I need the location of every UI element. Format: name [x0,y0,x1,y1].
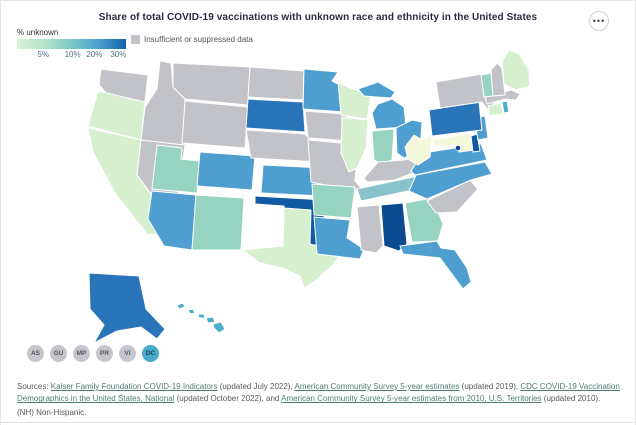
legend-tick: 10% [64,50,81,59]
state-AL[interactable] [380,202,408,252]
state-LA[interactable] [313,216,365,260]
legend-tick: 30% [110,50,127,59]
state-NM[interactable] [191,194,245,251]
source-text-segment: Sources: [17,382,51,391]
state-AR[interactable] [311,183,356,219]
state-HI[interactable] [176,302,226,334]
state-AZ[interactable] [147,190,197,251]
page-title: Share of total COVID-19 vaccinations wit… [98,12,538,23]
sources-text: Sources: Kaiser Family Foundation COVID-… [17,381,621,406]
insufficient-data-swatch [131,35,140,44]
ellipsis-menu-button[interactable]: ••• [589,11,609,31]
state-DC-dot[interactable] [455,145,461,151]
ellipsis-icon: ••• [592,15,606,26]
state-WI[interactable] [337,81,372,120]
insufficient-data-label: Insufficient or suppressed data [144,35,253,44]
state-ND[interactable] [247,66,305,101]
state-MS[interactable] [356,204,384,254]
source-text-segment: (updated October 2022), and [174,394,282,404]
legend-tick: 5% [37,50,49,59]
state-PA[interactable] [428,101,483,137]
source-text-segment: (updated 2019), [459,382,521,391]
source-link[interactable]: American Community Survey 5-year estimat… [281,394,542,404]
state-MD[interactable] [431,132,475,153]
state-ID[interactable] [140,60,186,146]
state-IL[interactable] [340,116,369,173]
state-RI[interactable] [501,100,510,114]
source-link[interactable]: Kaiser Family Foundation COVID-19 Indica… [50,382,218,391]
legend-label: % unknown [17,28,59,37]
footnote-text: (NH) Non-Hispanic. [17,408,87,417]
bottom-divider [1,422,635,423]
state-MA[interactable] [484,89,521,105]
state-FL[interactable] [399,240,472,290]
source-link[interactable]: American Community Survey 5-year estimat… [294,382,460,391]
territory-button-dc[interactable]: DC [142,345,159,362]
territory-button-mp[interactable]: MP [73,345,90,362]
state-MT[interactable] [172,62,251,106]
territory-button-vi[interactable]: VI [119,345,136,362]
territory-button-row: AS GU MP PR VI DC [27,345,159,362]
legend-tick: 20% [86,50,103,59]
state-ME[interactable] [501,49,531,91]
source-link[interactable]: CDC COVID-19 Vaccination Demographics in… [17,382,620,404]
us-choropleth-map [87,49,531,344]
insufficient-data-legend: Insufficient or suppressed data [131,35,253,44]
source-text-segment: (updated 2010). [541,394,601,404]
state-CT[interactable] [487,102,504,117]
state-SD[interactable] [245,98,306,133]
territory-button-pr[interactable]: PR [96,345,113,362]
territory-button-gu[interactable]: GU [50,345,67,362]
state-TX[interactable] [241,207,343,289]
source-text-segment: (updated July 2022), [217,382,295,391]
territory-button-as[interactable]: AS [27,345,44,362]
state-WY[interactable] [181,100,249,149]
state-IN[interactable] [371,128,395,165]
legend-gradient-bar [17,39,126,49]
state-UT[interactable] [151,144,201,194]
legend-tick-labels: 5% 10% 20% 30% [17,49,126,59]
state-AK[interactable] [88,272,166,344]
state-CO[interactable] [196,151,256,191]
color-scale-legend: % unknown 5% 10% 20% 30% [17,28,126,59]
state-WV[interactable] [404,134,433,166]
